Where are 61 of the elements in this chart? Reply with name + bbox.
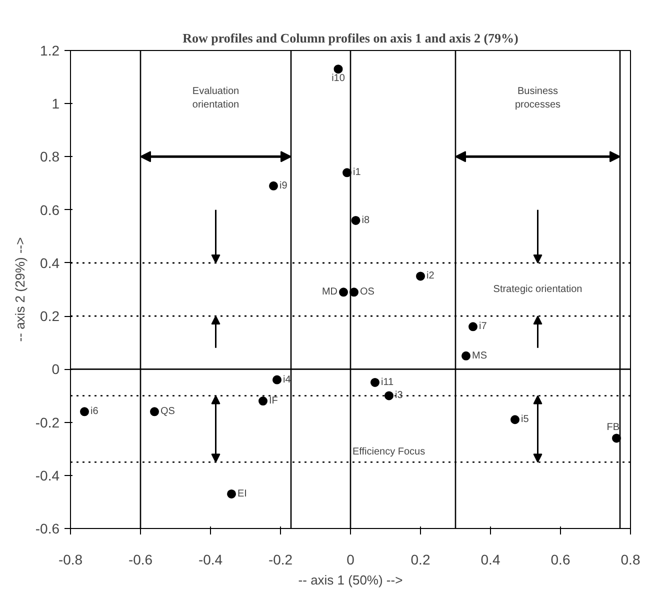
y-tick-label: -0.4 [35,467,60,484]
annotation: Evaluation orientation [192,86,240,110]
y-tick-label: -0.6 [35,520,60,536]
annotation: i10 [332,73,346,84]
x-tick-label: 0 [346,552,355,568]
annotation: i6 [90,406,99,418]
x-tick-label: -0.8 [58,552,83,568]
point [80,407,89,416]
annotation: FB [606,422,620,434]
annotation: QS [160,406,176,418]
annotation: MD [322,286,338,298]
annotation: IF [269,396,278,407]
point [612,434,621,443]
annotation: i8 [362,214,370,226]
point [370,378,380,387]
y-tick-label: -0.2 [35,414,60,430]
y-tick-label: 0 [52,361,60,378]
annotation: Business processes [514,86,561,110]
annotation: i7 [479,321,488,332]
point [334,64,343,74]
y-axis-title: -- axis 2 (29%) --> [12,237,28,342]
point [468,322,478,332]
point [462,351,470,360]
annotation: OS [360,286,375,298]
annotation: i11 [381,376,394,388]
annotation: i2 [426,270,435,282]
point [384,391,394,400]
x-tick-label: -0.6 [128,552,153,568]
annotation: i1 [353,167,362,178]
point [350,288,358,297]
y-tick-label: 1.2 [40,42,60,58]
y-tick-label: 0.2 [40,308,60,324]
annotation: Strategic orientation [493,284,582,295]
x-tick-label: 0.4 [480,552,500,568]
point [150,407,159,416]
y-tick-label: 1 [52,96,60,112]
x-tick-label: 0.2 [410,552,430,568]
annotation: EI [238,488,247,500]
annotation: i4 [283,374,292,386]
chart-title: Row profiles and Column profiles on axis 1 and axis 2 (79%) [182,30,518,46]
y-tick-label: 0.8 [40,148,60,165]
point [258,396,268,406]
y-tick-label: 0.4 [40,254,60,271]
point [351,216,360,225]
point [272,375,282,384]
x-tick-label: -0.2 [268,552,293,568]
annotation: Efficiency Focus [352,446,426,458]
point [342,168,352,178]
annotation: i5 [521,414,530,426]
point [416,272,425,281]
point [339,288,348,297]
annotation: MS [472,350,488,362]
point [227,489,236,498]
annotation: i9 [280,180,288,192]
x-tick-label: -0.4 [198,552,223,568]
point [510,415,520,424]
y-tick-label: 0.6 [40,202,60,218]
x-tick-label: 0.6 [550,552,570,568]
x-tick-label: 0.8 [620,552,640,568]
point [269,181,278,190]
x-axis-title: -- axis 1 (50%) --> [298,572,403,588]
